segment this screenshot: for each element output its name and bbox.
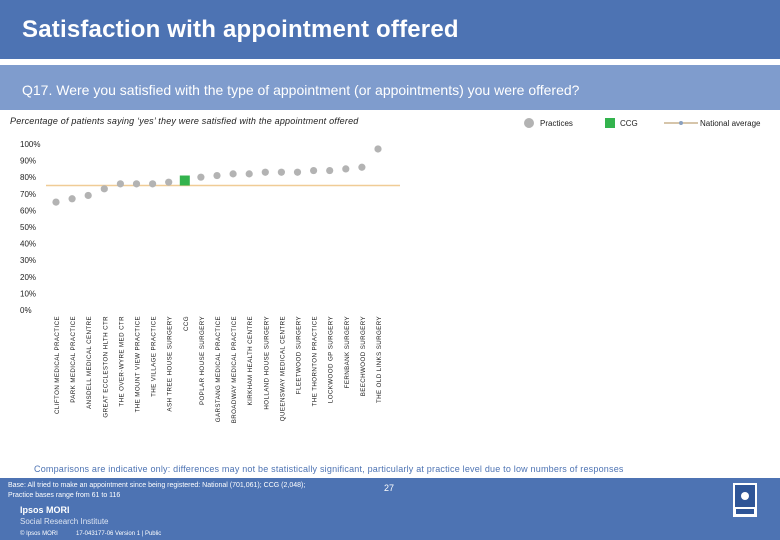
practice-point bbox=[52, 198, 60, 206]
job-number: 17-043177-06 Version 1 | Public bbox=[76, 531, 162, 537]
practice-dot-icon bbox=[524, 118, 534, 128]
practice-point bbox=[374, 145, 382, 153]
y-tick-label: 60% bbox=[20, 206, 36, 215]
practice-point bbox=[358, 163, 366, 171]
question-text: Q17. Were you satisfied with the type of… bbox=[22, 82, 580, 98]
category-label: FERNBANK SURGERY bbox=[344, 316, 351, 388]
practice-point bbox=[100, 185, 108, 193]
legend-practices-label: Practices bbox=[540, 119, 573, 128]
category-label: THE THORNTON PRACTICE bbox=[312, 316, 319, 406]
practice-point bbox=[84, 191, 92, 200]
base-range-text: Practice bases range from 61 to 116 bbox=[8, 492, 121, 499]
category-label: ANSDELL MEDICAL CENTRE bbox=[86, 316, 93, 409]
practice-point bbox=[342, 165, 350, 173]
category-label: GARSTANG MEDICAL PRACTICE bbox=[215, 316, 222, 422]
title-bar: Satisfaction with appointment offered bbox=[0, 0, 780, 62]
y-tick-label: 50% bbox=[20, 223, 36, 232]
category-label: ASH TREE HOUSE SURGERY bbox=[167, 316, 174, 412]
category-label: QUEENSWAY MEDICAL CENTRE bbox=[279, 316, 286, 421]
practice-point bbox=[68, 195, 76, 203]
category-label: CCG bbox=[183, 316, 190, 331]
y-tick-label: 10% bbox=[20, 289, 36, 298]
practice-point bbox=[116, 180, 124, 188]
practice-point bbox=[149, 180, 157, 188]
category-label: KIRKHAM HEALTH CENTRE bbox=[247, 316, 254, 405]
legend-national-label: National average bbox=[700, 119, 761, 128]
practice-point bbox=[261, 168, 269, 176]
y-tick-label: 100% bbox=[20, 140, 40, 149]
category-label: THE OVER-WYRE MED CTR bbox=[118, 316, 125, 407]
copyright: © Ipsos MORI bbox=[20, 531, 58, 537]
y-tick-label: 30% bbox=[20, 256, 36, 265]
category-label: THE OLD LINKS SURGERY bbox=[376, 316, 383, 403]
category-label: PARK MEDICAL PRACTICE bbox=[70, 316, 77, 403]
category-label: HOLLAND HOUSE SURGERY bbox=[263, 316, 270, 410]
category-label: BROADWAY MEDICAL PRACTICE bbox=[231, 316, 238, 423]
practice-point bbox=[229, 170, 237, 178]
national-line-icon bbox=[664, 121, 698, 125]
ccg-square-icon bbox=[605, 118, 615, 128]
category-label: CLIFTON MEDICAL PRACTICE bbox=[54, 316, 61, 414]
legend-ccg-label: CCG bbox=[620, 119, 638, 128]
page-number: 27 bbox=[384, 483, 395, 493]
org-name: Ipsos MORI bbox=[20, 505, 70, 515]
practice-point bbox=[213, 171, 221, 180]
page-title: Satisfaction with appointment offered bbox=[22, 16, 459, 43]
category-label: BEECHWOOD SURGERY bbox=[360, 316, 367, 396]
ccg-marker bbox=[179, 175, 190, 186]
category-label: THE VILLAGE PRACTICE bbox=[151, 316, 158, 397]
scatter-chart: 0% 10% 20% 30% 40% 50% 60% 70% 80% 90% 100% CLIFTON… bbox=[20, 140, 400, 423]
question-bar: Q17. Were you satisfied with the type of… bbox=[0, 65, 780, 110]
ipsos-logo-icon bbox=[733, 483, 757, 517]
y-tick-label: 0% bbox=[20, 306, 32, 315]
practice-point bbox=[197, 173, 205, 181]
y-tick-label: 20% bbox=[20, 273, 36, 282]
practice-point bbox=[165, 178, 173, 186]
y-tick-label: 80% bbox=[20, 173, 36, 182]
category-label: THE MOUNT VIEW PRACTICE bbox=[135, 316, 142, 412]
chart-subtitle: Percentage of patients saying ‘yes’ they… bbox=[10, 116, 359, 126]
practice-point bbox=[310, 166, 318, 175]
practice-point bbox=[132, 180, 141, 188]
category-label: FLEETWOOD SURGERY bbox=[296, 316, 303, 394]
practice-point bbox=[326, 166, 334, 175]
y-tick-label: 90% bbox=[20, 157, 36, 166]
footnote: Comparisons are indicative only: differe… bbox=[34, 464, 624, 474]
practice-point bbox=[277, 168, 285, 176]
category-label: GREAT ECCLESTON HLTH CTR bbox=[102, 316, 109, 418]
org-subtitle: Social Research Institute bbox=[20, 517, 109, 526]
practice-point bbox=[245, 170, 253, 178]
footer-bar: Base: All tried to make an appointment s… bbox=[0, 478, 780, 540]
y-tick-label: 70% bbox=[20, 190, 36, 199]
base-text: Base: All tried to make an appointment s… bbox=[8, 482, 306, 489]
y-tick-label: 40% bbox=[20, 240, 36, 249]
practice-point bbox=[293, 168, 302, 176]
category-label: POPLAR HOUSE SURGERY bbox=[199, 316, 206, 405]
category-label: LOCKWOOD GP SURGERY bbox=[328, 316, 335, 403]
